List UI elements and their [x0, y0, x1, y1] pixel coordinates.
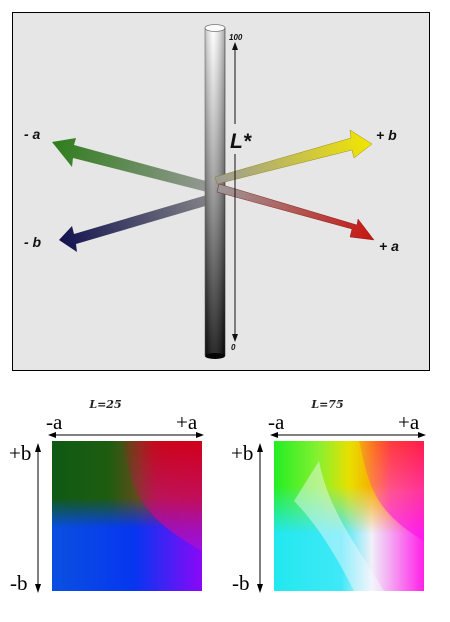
plus-b-arrow	[214, 129, 373, 185]
minus-b-arrow	[59, 192, 219, 252]
ab-plane-l75: L=75 -a +a +b -b	[230, 395, 426, 610]
plane-axes	[35, 432, 204, 593]
lightness-dimension-line	[232, 42, 238, 342]
plane-title: L=75	[311, 398, 344, 411]
plus-a-label: +a	[398, 410, 420, 434]
plane-title: L=25	[89, 398, 122, 411]
lightness-label-backdrop	[229, 124, 257, 154]
ab-plane-l25: L=25 -a +a +b -b	[8, 395, 204, 610]
minus-b-label: -b	[232, 571, 250, 595]
color-swatch-dark	[52, 441, 202, 591]
plus-b-label: +b	[9, 441, 32, 465]
minus-a-label: - a	[24, 126, 41, 142]
plus-b-label: + b	[376, 127, 397, 143]
lightness-min-label: 0	[231, 343, 236, 352]
lightness-axis-label: L*	[230, 130, 252, 153]
plus-a-arrow	[216, 183, 375, 241]
plus-a-label: + a	[379, 238, 399, 254]
minus-a-label: -a	[46, 410, 63, 434]
minus-b-label: - b	[24, 234, 42, 250]
lab-axis-diagram: 100 0 L* - a + b - b + a	[12, 12, 430, 371]
color-swatch-light	[274, 441, 424, 591]
lightness-pole	[204, 24, 226, 359]
plus-a-label: +a	[176, 410, 198, 434]
minus-a-label: -a	[268, 410, 285, 434]
minus-b-label: -b	[10, 571, 28, 595]
minus-a-arrow	[52, 138, 217, 194]
lightness-max-label: 100	[229, 33, 243, 42]
plane-axes	[257, 432, 426, 593]
plus-b-label: +b	[231, 441, 254, 465]
